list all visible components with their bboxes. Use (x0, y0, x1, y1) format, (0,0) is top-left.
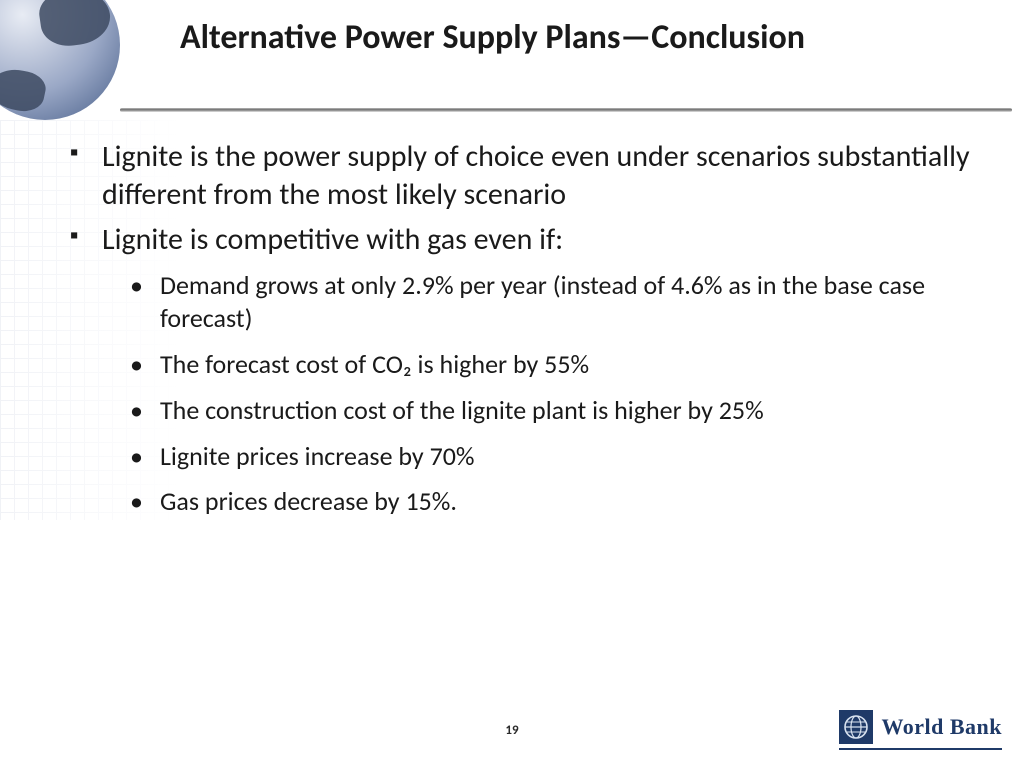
bullet-text: The construction cost of the lignite pla… (160, 394, 764, 426)
bullet-text: Gas prices decrease by 15%. (160, 485, 457, 517)
slide-title: Alternative Power Supply Plans—Conclusio… (180, 18, 984, 59)
sub-bullet-item: Lignite prices increase by 70% (130, 440, 974, 474)
bullet-text: Lignite is the power supply of choice ev… (102, 138, 970, 213)
bullet-text: Lignite is competitive with gas even if: (102, 221, 563, 258)
slide-content: Lignite is the power supply of choice ev… (70, 138, 974, 531)
globe-decoration (0, 0, 120, 120)
sub-bullet-item: Demand grows at only 2.9% per year (inst… (130, 269, 974, 337)
bullet-text: Lignite prices increase by 70% (160, 440, 475, 472)
bullet-list-level1: Lignite is the power supply of choice ev… (70, 138, 974, 519)
bullet-text: Demand grows at only 2.9% per year (inst… (160, 269, 925, 335)
bullet-text: The forecast cost of CO₂ is higher by 55… (160, 348, 589, 380)
sub-bullet-item: The construction cost of the lignite pla… (130, 394, 974, 428)
world-bank-logo: World Bank (839, 710, 1002, 750)
slide: Alternative Power Supply Plans—Conclusio… (0, 0, 1024, 768)
bullet-list-level2: Demand grows at only 2.9% per year (inst… (102, 269, 974, 520)
title-divider (120, 108, 1012, 112)
logo-text: World Bank (881, 714, 1002, 740)
bullet-item: Lignite is the power supply of choice ev… (70, 138, 974, 213)
bullet-item: Lignite is competitive with gas even if:… (70, 221, 974, 519)
globe-icon (839, 710, 873, 744)
sub-bullet-item: The forecast cost of CO₂ is higher by 55… (130, 348, 974, 382)
sub-bullet-item: Gas prices decrease by 15%. (130, 485, 974, 519)
